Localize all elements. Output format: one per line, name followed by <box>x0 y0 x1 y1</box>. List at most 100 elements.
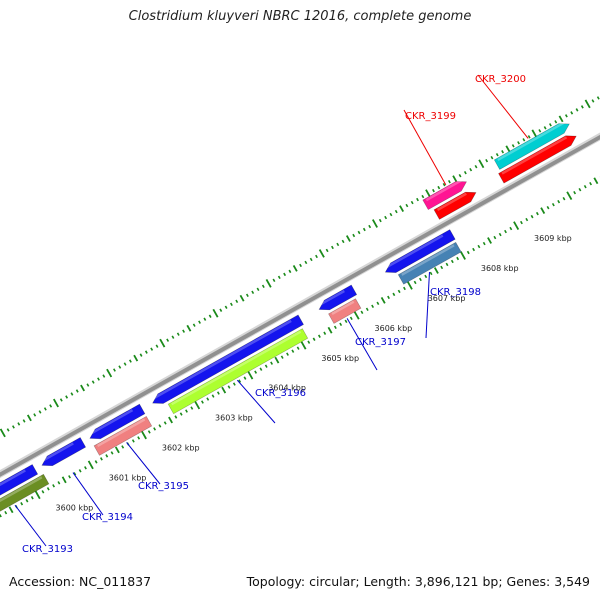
feature-bar[interactable] <box>328 298 362 324</box>
minor-tick <box>418 277 422 282</box>
minor-tick <box>110 451 114 455</box>
minor-tick <box>97 377 100 381</box>
feature-bar[interactable] <box>167 328 309 415</box>
major-tick <box>212 308 219 318</box>
cds-arrow[interactable] <box>41 437 87 467</box>
gene-ckr-3198[interactable] <box>384 229 462 285</box>
gene-label[interactable]: CKR_3199 <box>405 111 456 122</box>
callout-line <box>425 272 430 339</box>
minor-tick <box>33 413 37 417</box>
feature-bar[interactable] <box>93 415 153 456</box>
minor-tick <box>299 263 302 268</box>
minor-tick <box>166 338 170 342</box>
cds-arrow[interactable] <box>89 403 146 440</box>
minor-tick <box>554 120 558 124</box>
minor-tick <box>203 317 207 321</box>
feature-bar[interactable] <box>422 181 467 211</box>
minor-tick <box>277 275 281 280</box>
cds-arrow[interactable] <box>498 135 577 184</box>
minor-tick <box>433 267 439 274</box>
minor-tick <box>158 424 162 428</box>
gene-ckr-3200[interactable] <box>493 121 577 184</box>
minor-tick <box>530 214 534 219</box>
minor-tick <box>20 502 24 506</box>
minor-tick <box>538 129 542 133</box>
major-tick <box>247 370 254 380</box>
major-tick <box>52 398 59 408</box>
minor-tick <box>206 397 210 401</box>
gene-label[interactable]: CKR_3194 <box>82 512 133 523</box>
minor-tick <box>105 454 109 458</box>
minor-tick <box>57 481 61 485</box>
feature-highlight <box>401 244 455 276</box>
cds-arrow[interactable] <box>318 284 358 311</box>
minor-tick <box>239 294 245 302</box>
gene-label[interactable]: CKR_3197 <box>355 337 406 348</box>
gene-ckr-3197[interactable] <box>318 284 362 324</box>
gene-label[interactable]: CKR_3196 <box>255 388 306 399</box>
cds-highlight <box>385 234 444 269</box>
major-tick <box>194 400 201 410</box>
minor-tick <box>144 350 148 354</box>
minor-tick <box>570 111 574 115</box>
minor-tick <box>270 361 273 365</box>
minor-tick <box>384 215 388 220</box>
feature-bar[interactable] <box>397 241 462 285</box>
minor-tick <box>219 308 223 312</box>
minor-tick <box>128 359 132 363</box>
gene-ckr-3194[interactable] <box>41 437 87 467</box>
gene-label[interactable]: CKR_3200 <box>475 74 526 85</box>
minor-tick <box>46 487 50 491</box>
callout-line <box>346 318 378 371</box>
cds-arrow[interactable] <box>152 314 304 404</box>
minor-tick <box>456 256 460 261</box>
cds-arrow[interactable] <box>0 464 39 503</box>
genome-summary-text: Topology: circular; Length: 3,896,121 bp… <box>246 574 590 589</box>
kbp-tick-label: 3600 kbp <box>56 503 94 512</box>
kbp-tick-label: 3609 kbp <box>534 234 572 243</box>
minor-tick <box>466 250 470 255</box>
gene-label[interactable]: CKR_3193 <box>22 544 73 555</box>
minor-tick <box>84 466 87 470</box>
minor-tick <box>137 436 141 440</box>
minor-tick <box>121 445 125 449</box>
major-tick <box>371 219 378 228</box>
minor-tick <box>80 384 86 392</box>
gene-ckr-3195[interactable] <box>89 403 153 456</box>
minor-tick <box>474 164 478 169</box>
gene-ckr-3193[interactable] <box>0 464 50 520</box>
kbp-tick-label: 3602 kbp <box>162 444 200 453</box>
minor-tick <box>352 233 356 238</box>
minor-tick <box>387 295 390 300</box>
kbp-tick-label: 3605 kbp <box>321 354 359 363</box>
minor-tick <box>487 237 492 244</box>
minor-tick <box>147 430 151 434</box>
minor-tick <box>224 305 228 309</box>
minor-tick <box>185 409 188 413</box>
cds-arrow[interactable] <box>433 191 477 220</box>
major-tick <box>478 159 485 169</box>
cds-arrow[interactable] <box>384 229 456 273</box>
gene-label[interactable]: CKR_3198 <box>430 287 481 298</box>
minor-tick <box>235 299 239 303</box>
feature-bar[interactable] <box>0 473 50 520</box>
gene-ckr-3196[interactable] <box>152 314 309 415</box>
major-tick <box>406 281 413 290</box>
minor-tick <box>131 439 135 443</box>
gene-ckr-3199[interactable] <box>422 178 477 220</box>
minor-tick <box>182 329 186 333</box>
minor-tick <box>522 138 526 142</box>
minor-tick <box>558 115 564 123</box>
minor-tick <box>472 247 476 252</box>
gene-label[interactable]: CKR_3195 <box>138 481 189 492</box>
minor-tick <box>323 331 327 335</box>
kbp-tick-label: 3606 kbp <box>375 324 413 333</box>
minor-tick <box>378 218 382 223</box>
minor-tick <box>578 188 582 192</box>
minor-tick <box>0 514 2 518</box>
backbone-line <box>0 134 600 477</box>
feature-bar[interactable] <box>493 123 570 170</box>
minor-tick <box>243 376 247 380</box>
minor-tick <box>589 182 593 186</box>
